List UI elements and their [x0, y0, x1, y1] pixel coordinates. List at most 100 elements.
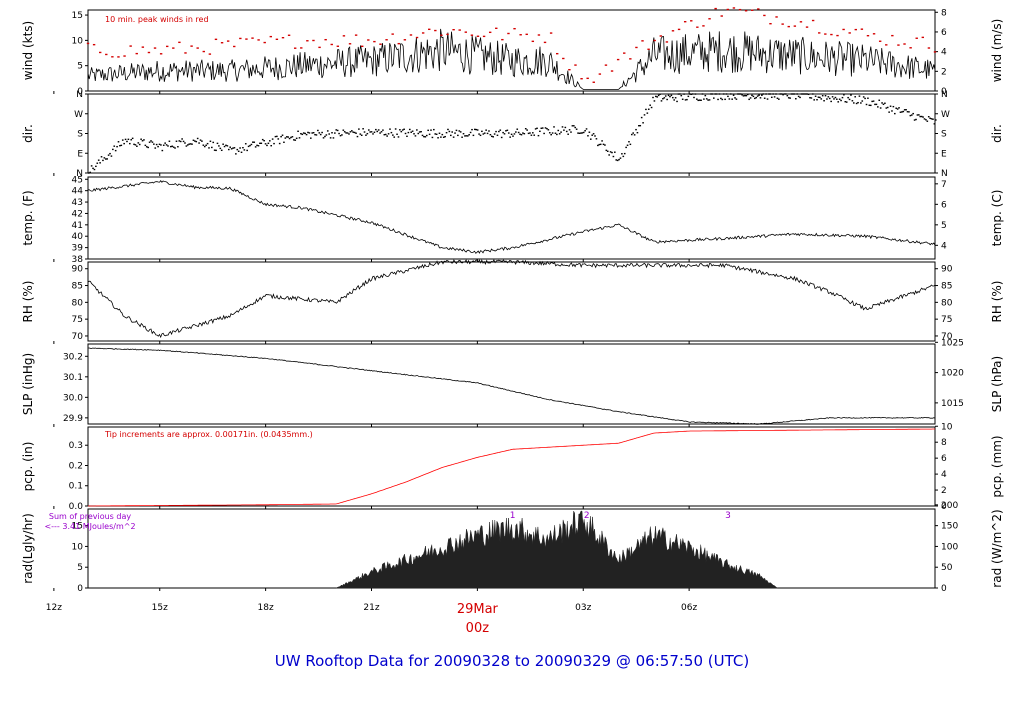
dir-point — [704, 94, 707, 97]
dir-point — [408, 128, 411, 131]
dir-point — [449, 134, 452, 137]
dir-point — [588, 131, 591, 133]
dir-point — [249, 144, 251, 147]
dir-point — [427, 129, 429, 132]
dir-point — [469, 131, 472, 134]
dir-point — [458, 130, 461, 132]
dir-point — [776, 97, 779, 99]
dir-point — [329, 137, 332, 139]
dir-point — [129, 142, 131, 145]
dir-point — [160, 144, 162, 146]
dir-point — [363, 131, 366, 133]
dir-point — [277, 138, 280, 140]
dir-point — [448, 130, 451, 133]
dir-point — [785, 93, 787, 95]
dir-point — [474, 128, 476, 131]
dir-point — [746, 93, 749, 96]
dir-point — [293, 139, 295, 141]
dir-point — [581, 132, 584, 134]
y-tick-label-left: S — [77, 130, 83, 140]
y-tick-label-left: 38 — [72, 255, 84, 265]
y-tick-label-right: 80 — [941, 298, 953, 308]
dir-point — [527, 132, 530, 135]
dir-point — [288, 137, 291, 140]
dir-point — [751, 94, 753, 97]
dir-point — [526, 129, 528, 131]
y-tick-label-right: 150 — [941, 522, 958, 532]
dir-point — [512, 135, 514, 137]
dir-point — [417, 132, 420, 135]
dir-point — [577, 132, 579, 134]
dir-point — [96, 162, 99, 164]
dir-point — [410, 131, 412, 133]
dir-point — [889, 105, 892, 107]
dir-point — [841, 96, 844, 99]
dir-point — [609, 151, 612, 153]
dir-point — [594, 135, 596, 137]
dir-point — [447, 128, 449, 131]
dir-point — [301, 133, 304, 136]
dir-point — [133, 143, 135, 146]
dir-point — [362, 128, 364, 130]
y-tick-label-left: 5 — [77, 62, 83, 72]
dir-point — [611, 151, 613, 154]
dir-point — [739, 93, 742, 95]
dir-point — [247, 145, 250, 148]
dir-point — [308, 132, 311, 134]
dir-point — [601, 140, 603, 142]
y-label-left: dir. — [21, 124, 35, 143]
dir-point — [925, 119, 927, 121]
dir-point — [482, 133, 485, 135]
dir-point — [845, 101, 848, 103]
midnight-date: 29Mar — [457, 602, 499, 617]
dir-point — [232, 147, 234, 149]
dir-point — [681, 98, 684, 100]
dir-point — [325, 134, 328, 136]
dir-point — [124, 138, 127, 141]
dir-point — [379, 132, 381, 134]
dir-point — [744, 94, 746, 97]
y-tick-label-right: 6 — [941, 454, 947, 464]
dir-point — [201, 140, 203, 142]
dir-point — [686, 98, 688, 101]
dir-point — [383, 134, 386, 136]
dir-point — [90, 165, 93, 167]
dir-point — [663, 97, 666, 99]
dir-point — [189, 143, 192, 145]
dir-point — [892, 105, 895, 108]
dir-point — [854, 96, 857, 98]
dir-point — [492, 136, 495, 138]
dir-point — [235, 153, 237, 155]
dir-point — [464, 135, 466, 137]
dir-point — [276, 135, 278, 138]
dir-point — [300, 132, 302, 135]
y-tick-label-right: 85 — [941, 282, 952, 292]
dir-point — [734, 97, 736, 99]
y-label-right: rad (W/m^2) — [990, 509, 1004, 587]
dir-point — [847, 96, 849, 99]
dir-point — [671, 96, 674, 99]
y-tick-label-right: 5 — [941, 221, 947, 231]
dir-point — [534, 128, 537, 130]
dir-point — [153, 143, 155, 145]
dir-point — [729, 93, 732, 95]
dir-point — [755, 96, 758, 99]
dir-point — [530, 134, 533, 136]
dir-point — [816, 99, 818, 101]
dir-point — [107, 154, 110, 156]
dir-point — [814, 95, 817, 97]
dir-point — [421, 134, 424, 137]
dir-point — [191, 143, 193, 145]
y-tick-label-right: S — [941, 130, 947, 140]
y-tick-label-left: 0.0 — [69, 502, 84, 512]
dir-point — [674, 97, 677, 99]
x-tick-label: 15z — [152, 603, 168, 613]
dir-point — [311, 132, 314, 134]
dir-point — [697, 99, 700, 102]
dir-point — [662, 98, 664, 100]
dir-point — [670, 94, 673, 97]
panel-slp: SLP (inHg) SLP (hPa) 29.9 30.0 30.1 30.2 1015 1… — [21, 338, 1004, 427]
dir-point — [862, 96, 865, 98]
dir-point — [731, 98, 733, 100]
